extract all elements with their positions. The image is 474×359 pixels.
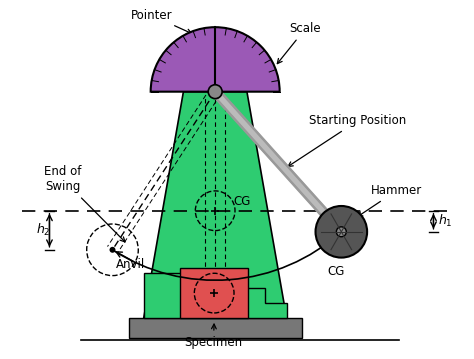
Text: CG: CG — [233, 195, 250, 208]
Wedge shape — [151, 27, 280, 92]
Circle shape — [316, 206, 367, 258]
Bar — [181, 268, 248, 318]
Text: Scale: Scale — [277, 22, 321, 64]
Text: End of
Swing: End of Swing — [44, 165, 125, 242]
Polygon shape — [144, 273, 287, 318]
Circle shape — [109, 247, 116, 253]
Text: $h_2$: $h_2$ — [36, 222, 50, 238]
Circle shape — [337, 227, 346, 237]
Bar — [129, 318, 302, 338]
Polygon shape — [144, 92, 287, 318]
Text: Starting Position: Starting Position — [288, 114, 407, 167]
Polygon shape — [212, 89, 344, 234]
Text: $h_1$: $h_1$ — [438, 213, 453, 229]
Text: Pointer: Pointer — [131, 9, 191, 34]
Text: CG: CG — [328, 265, 345, 279]
Circle shape — [208, 85, 222, 99]
Text: Hammer: Hammer — [358, 184, 422, 216]
Text: Specimen: Specimen — [184, 324, 243, 349]
Text: Anvil: Anvil — [116, 258, 160, 284]
